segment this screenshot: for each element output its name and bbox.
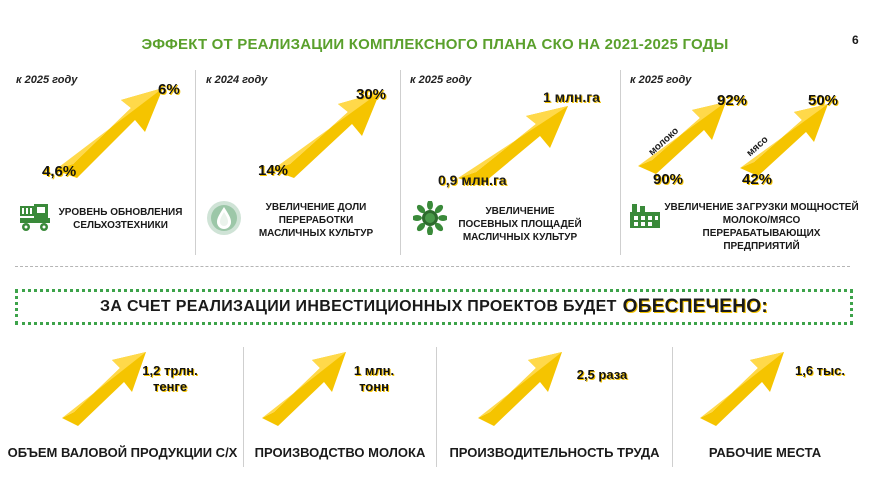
meat-from-value: 42% bbox=[742, 171, 773, 188]
column-divider bbox=[620, 70, 621, 255]
effect-to-value: 1 млн.га bbox=[543, 89, 600, 105]
effect-year: к 2025 году bbox=[16, 74, 78, 86]
result-value: 1,6 тыс. bbox=[795, 363, 845, 378]
sunflower-icon bbox=[413, 201, 447, 235]
result-label: ПРОИЗВОДСТВО МОЛОКА bbox=[254, 445, 426, 460]
page-title: ЭФФЕКТ ОТ РЕАЛИЗАЦИИ КОМПЛЕКСНОГО ПЛАНА … bbox=[141, 36, 729, 53]
growth-arrow-icon bbox=[478, 352, 562, 426]
result-label: ПРОИЗВОДИТЕЛЬНОСТЬ ТРУДА bbox=[449, 445, 660, 460]
banner-text: ЗА СЧЕТ РЕАЛИЗАЦИИ ИНВЕСТИЦИОННЫХ ПРОЕКТ… bbox=[100, 298, 617, 315]
column-divider bbox=[436, 347, 437, 467]
investment-banner: ЗА СЧЕТ РЕАЛИЗАЦИИ ИНВЕСТИЦИОННЫХ ПРОЕКТ… bbox=[15, 289, 853, 325]
result-value: 2,5 раза bbox=[576, 367, 628, 382]
milk-to-value: 92% bbox=[717, 92, 748, 109]
effect-year: к 2025 году bbox=[630, 74, 692, 86]
meat-to-value: 50% bbox=[808, 92, 839, 109]
factory-icon bbox=[630, 204, 660, 228]
column-divider bbox=[195, 70, 196, 255]
result-label: РАБОЧИЕ МЕСТА bbox=[708, 445, 822, 460]
growth-arrow-icon bbox=[62, 352, 146, 426]
milk-from-value: 90% bbox=[653, 171, 684, 188]
effect-description: УВЕЛИЧЕНИЕ ЗАГРУЗКИ МОЩНОСТЕЙ МОЛОКО/МЯС… bbox=[664, 202, 859, 252]
effect-from-value: 4,6% bbox=[42, 163, 77, 180]
effect-from-value: 0,9 млн.га bbox=[438, 172, 507, 188]
column-divider bbox=[672, 347, 673, 467]
result-value: 1,2 трлн. тенге bbox=[142, 363, 198, 394]
banner-emphasis: ОБЕСПЕЧЕНО: bbox=[622, 296, 768, 317]
column-divider bbox=[243, 347, 244, 467]
page-number: 6 bbox=[852, 33, 859, 47]
section-divider bbox=[15, 266, 850, 267]
result-label: ОБЪЕМ ВАЛОВОЙ ПРОДУКЦИИ С/Х bbox=[7, 445, 238, 460]
effect-description: УВЕЛИЧЕНИЕ ДОЛИ ПЕРЕРАБОТКИ МАСЛИЧНЫХ КУ… bbox=[258, 202, 374, 239]
effect-description: УВЕЛИЧЕНИЕ ПОСЕВНЫХ ПЛОЩАДЕЙ МАСЛИЧНЫХ К… bbox=[458, 206, 582, 243]
growth-arrow-icon bbox=[458, 106, 568, 186]
growth-arrow-icon bbox=[262, 352, 346, 426]
growth-arrow-icon bbox=[700, 352, 784, 426]
column-divider bbox=[400, 70, 401, 255]
growth-arrow-icon bbox=[638, 102, 726, 174]
effect-to-value: 6% bbox=[158, 81, 180, 98]
effect-description: УРОВЕНЬ ОБНОВЛЕНИЯ СЕЛЬХОЗТЕХНИКИ bbox=[58, 207, 183, 231]
growth-arrow-icon bbox=[55, 88, 163, 178]
effect-from-value: 14% bbox=[258, 162, 289, 179]
growth-arrow-icon bbox=[740, 104, 828, 176]
effect-year: к 2025 году bbox=[410, 74, 472, 86]
result-value: 1 млн. тонн bbox=[353, 363, 395, 394]
oil-drop-icon bbox=[207, 201, 241, 235]
effect-year: к 2024 году bbox=[206, 74, 268, 86]
harvester-icon bbox=[20, 204, 50, 231]
effect-to-value: 30% bbox=[356, 86, 387, 103]
growth-arrow-icon bbox=[272, 92, 380, 178]
